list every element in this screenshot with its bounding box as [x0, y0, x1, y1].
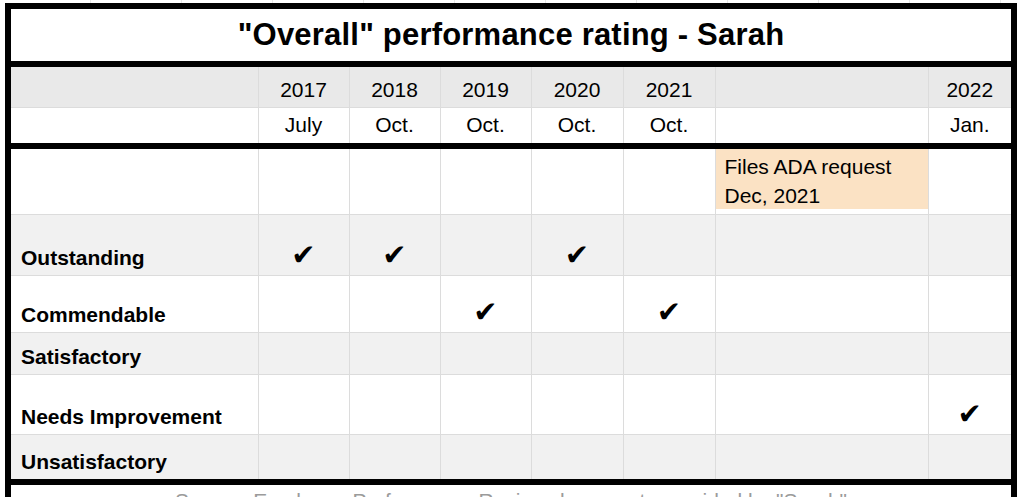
- gap-cell: [715, 276, 928, 333]
- year-header-2022: 2022: [928, 67, 1011, 108]
- year-header-2020: 2020: [531, 67, 623, 108]
- empty-cell: [258, 146, 349, 215]
- rating-grid: 2017 2018 2019 2020 2021 2022 July Oct. …: [11, 67, 1011, 479]
- empty-cell: [11, 146, 258, 215]
- rating-label: Unsatisfactory: [11, 435, 258, 480]
- check-cell: [258, 435, 349, 480]
- annotation-cell: Files ADA request Dec, 2021: [715, 146, 928, 215]
- check-cell: [258, 333, 349, 375]
- annotation-line-2: Dec, 2021: [725, 181, 928, 210]
- rating-row-needs-improvement: Needs Improvement ✔: [11, 375, 1011, 435]
- month-header-row: July Oct. Oct. Oct. Oct. Jan.: [11, 108, 1011, 147]
- check-cell: [623, 435, 715, 480]
- check-cell: [928, 333, 1011, 375]
- check-cell: ✔: [928, 375, 1011, 435]
- rating-row-outstanding: Outstanding ✔ ✔ ✔: [11, 215, 1011, 276]
- empty-cell: [349, 146, 440, 215]
- month-header-2019: Oct.: [440, 108, 531, 147]
- gap-cell: [715, 375, 928, 435]
- check-cell: [258, 276, 349, 333]
- rating-label: Outstanding: [11, 215, 258, 276]
- gap-cell: [715, 215, 928, 276]
- check-cell: [623, 333, 715, 375]
- source-caption: Source: Employee Performance Review docu…: [11, 479, 1011, 497]
- gap-header-cell: [715, 108, 928, 147]
- year-header-2018: 2018: [349, 67, 440, 108]
- gap-header-cell: [715, 67, 928, 108]
- check-cell: ✔: [440, 276, 531, 333]
- month-header-2018: Oct.: [349, 108, 440, 147]
- corner-cell: [11, 67, 258, 108]
- check-cell: ✔: [623, 276, 715, 333]
- check-cell: [623, 375, 715, 435]
- check-cell: [349, 276, 440, 333]
- spreadsheet-background: "Overall" performance rating - Sarah 201…: [0, 0, 1024, 497]
- month-header-2017: July: [258, 108, 349, 147]
- check-cell: [531, 375, 623, 435]
- rating-label: Commendable: [11, 276, 258, 333]
- empty-cell: [531, 146, 623, 215]
- gap-cell: [715, 435, 928, 480]
- check-cell: [531, 333, 623, 375]
- rating-label: Needs Improvement: [11, 375, 258, 435]
- check-cell: [440, 375, 531, 435]
- check-cell: [349, 333, 440, 375]
- year-header-2019: 2019: [440, 67, 531, 108]
- corner-cell: [11, 108, 258, 147]
- check-cell: [928, 276, 1011, 333]
- check-cell: ✔: [531, 215, 623, 276]
- annotation-line-1: Files ADA request: [725, 152, 928, 181]
- month-header-2022: Jan.: [928, 108, 1011, 147]
- annotation-note: Files ADA request Dec, 2021: [716, 149, 928, 209]
- check-cell: [349, 375, 440, 435]
- check-cell: [440, 215, 531, 276]
- performance-rating-table: "Overall" performance rating - Sarah 201…: [5, 3, 1017, 497]
- table-title: "Overall" performance rating - Sarah: [11, 9, 1011, 67]
- year-header-2021: 2021: [623, 67, 715, 108]
- empty-cell: [440, 146, 531, 215]
- check-cell: [531, 435, 623, 480]
- check-cell: ✔: [349, 215, 440, 276]
- check-cell: [531, 276, 623, 333]
- check-cell: [623, 215, 715, 276]
- empty-cell: [928, 146, 1011, 215]
- annotation-row: Files ADA request Dec, 2021: [11, 146, 1011, 215]
- check-cell: [440, 435, 531, 480]
- month-header-2020: Oct.: [531, 108, 623, 147]
- empty-cell: [623, 146, 715, 215]
- rating-row-commendable: Commendable ✔ ✔: [11, 276, 1011, 333]
- check-cell: [258, 375, 349, 435]
- check-cell: [928, 435, 1011, 480]
- year-header-2017: 2017: [258, 67, 349, 108]
- check-cell: [928, 215, 1011, 276]
- gap-cell: [715, 333, 928, 375]
- year-header-row: 2017 2018 2019 2020 2021 2022: [11, 67, 1011, 108]
- rating-row-satisfactory: Satisfactory: [11, 333, 1011, 375]
- check-cell: [440, 333, 531, 375]
- check-cell: [349, 435, 440, 480]
- check-cell: ✔: [258, 215, 349, 276]
- rating-label: Satisfactory: [11, 333, 258, 375]
- rating-row-unsatisfactory: Unsatisfactory: [11, 435, 1011, 480]
- month-header-2021: Oct.: [623, 108, 715, 147]
